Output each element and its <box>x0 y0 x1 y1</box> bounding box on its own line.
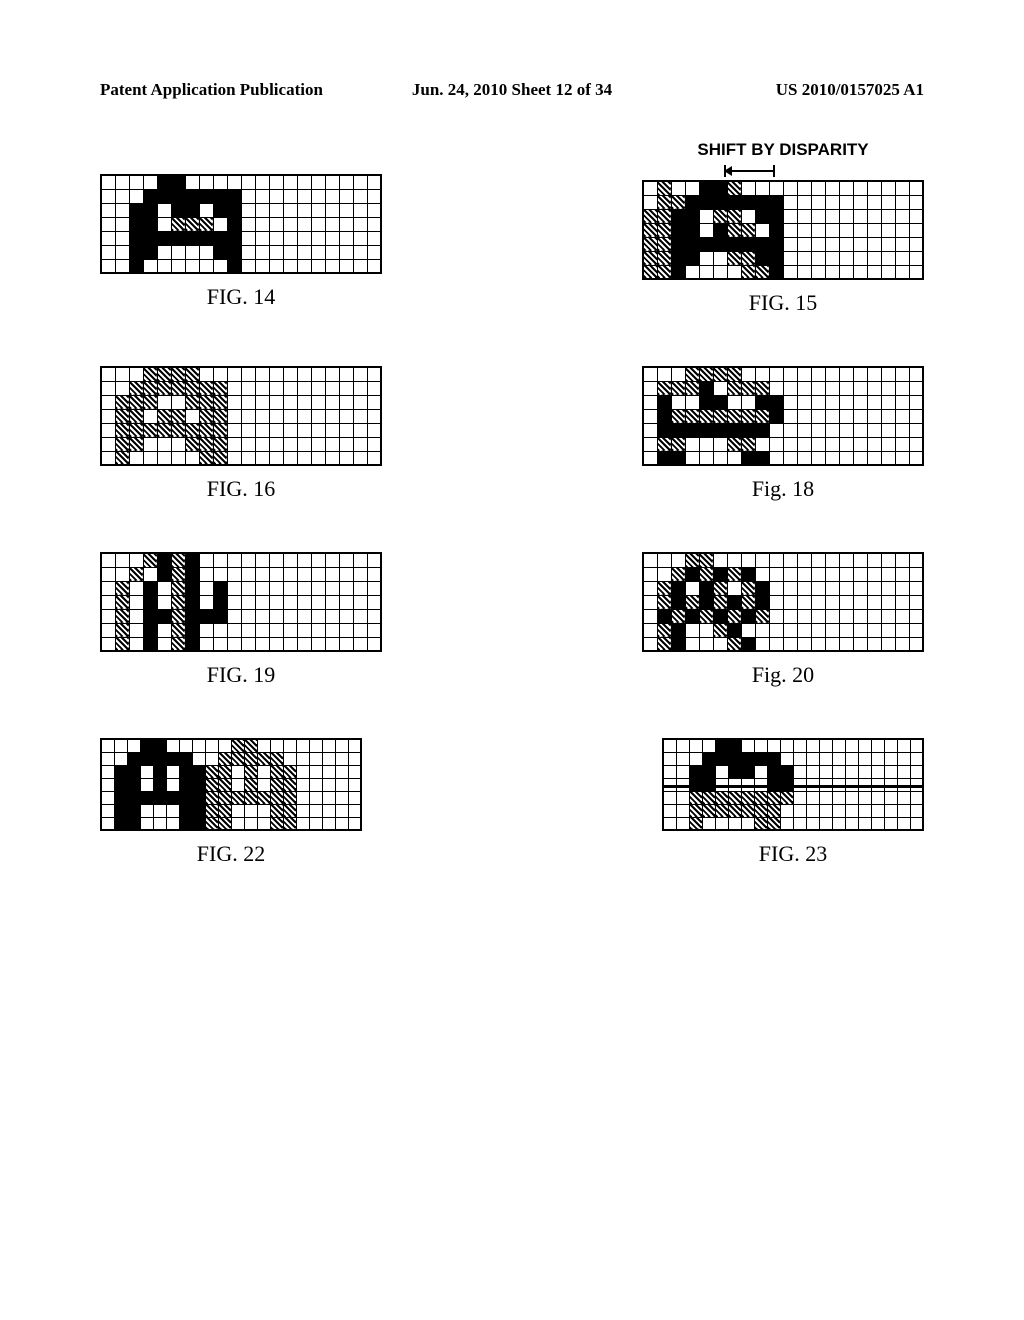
shift-label: SHIFT BY DISPARITY <box>697 140 868 160</box>
fig18-grid <box>642 366 924 466</box>
header-right: US 2010/0157025 A1 <box>649 80 924 100</box>
disparity-arrow <box>642 162 924 178</box>
fig20-caption: Fig. 20 <box>752 662 814 688</box>
fig22-caption: FIG. 22 <box>197 841 265 867</box>
fig16-grid <box>100 366 382 466</box>
fig15-caption: FIG. 15 <box>749 290 817 316</box>
header-center: Jun. 24, 2010 Sheet 12 of 34 <box>375 80 650 100</box>
fig20-grid <box>642 552 924 652</box>
fig18-caption: Fig. 18 <box>752 476 814 502</box>
fig19-grid <box>100 552 382 652</box>
fig14-grid <box>100 174 382 274</box>
fig23-caption: FIG. 23 <box>759 841 827 867</box>
header-left: Patent Application Publication <box>100 80 375 100</box>
fig19-caption: FIG. 19 <box>207 662 275 688</box>
fig16-caption: FIG. 16 <box>207 476 275 502</box>
fig15-grid <box>642 180 924 280</box>
page-header: Patent Application Publication Jun. 24, … <box>100 80 924 100</box>
fig14-caption: FIG. 14 <box>207 284 275 310</box>
fig22-grid <box>100 738 362 831</box>
